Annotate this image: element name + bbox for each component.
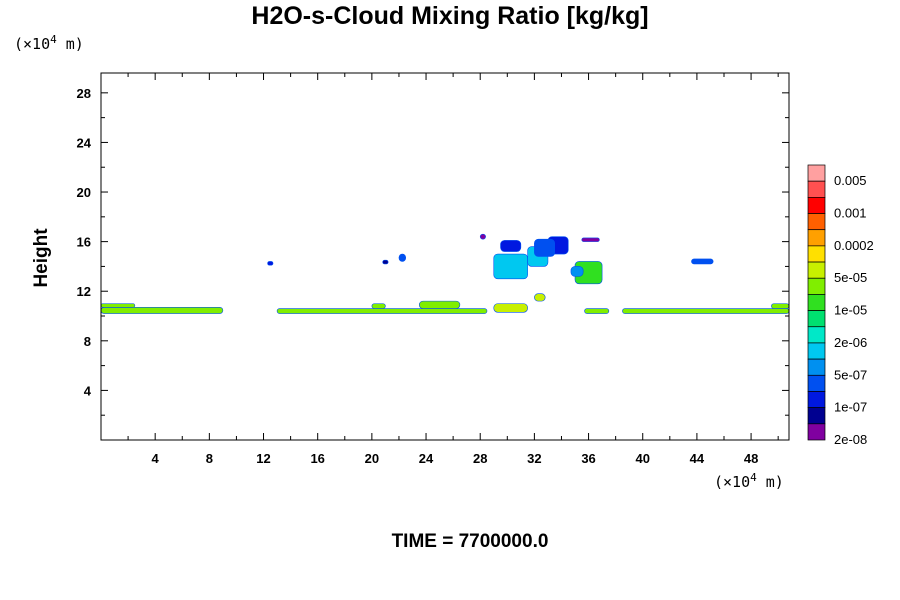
colorbar-label: 0.001 [834,206,867,221]
x-tick-label: 16 [310,451,324,466]
colorbar-label: 5e-05 [834,270,867,285]
data-region-18 [398,253,407,262]
colorbar-swatch [807,261,826,279]
x-tick-label: 28 [473,451,487,466]
data-region-1 [100,303,136,308]
chart-title: H2O-s-Cloud Mixing Ratio [kg/kg] [251,2,649,30]
y-tick-label: 16 [77,235,91,250]
colorbar-swatch [807,326,826,344]
data-region-5 [493,303,528,313]
colorbar-label: 0.0002 [834,238,874,253]
data-region-10 [493,253,528,280]
x-tick-label: 48 [744,451,758,466]
data-region-14 [534,238,556,257]
y-tick-label: 24 [77,135,92,150]
data-region-3 [371,303,386,309]
colorbar-label: 0.005 [834,173,867,188]
colorbar-label: 2e-06 [834,335,867,350]
data-region-0 [100,307,224,314]
colorbar-swatch [807,229,826,247]
x-tick-label: 8 [206,451,213,466]
x-axis-unit: (×104 m) [714,471,784,491]
colorbar-swatch [807,342,826,360]
colorbar-label: 5e-07 [834,367,867,382]
colorbar-swatch [807,164,826,182]
y-tick-label: 8 [84,334,91,349]
colorbar-swatch [807,245,826,263]
colorbar-label: 1e-05 [834,303,867,318]
x-tick-label: 4 [152,451,160,466]
colorbar-swatch [807,277,826,295]
colorbar-swatch [807,213,826,231]
x-tick-label: 32 [527,451,541,466]
time-label: TIME = 7700000.0 [391,531,549,552]
colorbar-swatch [807,391,826,408]
colorbar-swatch [807,310,826,328]
colorbar-swatch [807,423,826,441]
data-region-22 [581,237,600,242]
y-tick-label: 28 [77,86,91,101]
x-tick-label: 40 [635,451,649,466]
colorbar-swatch [807,407,826,425]
colorbar-swatch [807,358,826,376]
colorbar-swatch [807,197,826,214]
y-tick-label: 20 [77,185,91,200]
data-region-6 [534,293,546,302]
plot-frame [100,72,790,441]
colorbar-swatch [807,374,826,392]
data-layer [100,233,790,314]
x-tick-label: 24 [419,451,434,466]
data-region-13 [500,240,522,252]
data-region-7 [584,308,610,314]
data-region-17 [691,258,714,265]
x-tick-label: 12 [256,451,270,466]
x-tick-label: 36 [581,451,595,466]
data-region-2 [276,308,488,314]
data-region-16 [570,266,584,277]
data-region-19 [267,261,274,266]
y-axis-unit: (×104 m) [14,33,84,53]
data-region-8 [622,308,790,314]
data-region-20 [382,259,389,265]
x-tick-label: 20 [365,451,379,466]
colorbar-label: 2e-08 [834,432,867,447]
x-tick-label: 44 [690,451,705,466]
colorbar-swatch [807,294,826,311]
colorbar-label: 1e-07 [834,400,867,415]
data-region-21 [479,233,486,240]
colorbar: 0.005 0.001 0.0002 5e-05 1e-05 2e-06 5e-07 1e-0… [807,164,874,447]
y-tick-label: 4 [84,383,92,398]
data-region-4 [418,300,461,309]
y-tick-label: 12 [77,284,91,299]
colorbar-swatch [807,180,826,198]
data-region-9 [771,303,790,309]
